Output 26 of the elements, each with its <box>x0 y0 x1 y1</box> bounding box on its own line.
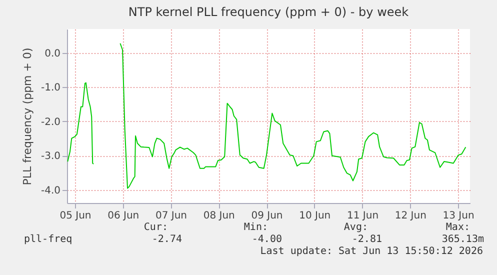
text: -4.00 <box>252 234 282 246</box>
y-tick-label: 0.0 <box>44 48 60 60</box>
x-tick-label: 09 Jun <box>251 210 283 222</box>
text: -2.74 <box>152 234 182 246</box>
y-axis-title: PLL frequency (ppm + 0) <box>20 48 34 186</box>
x-tick-label: 10 Jun <box>299 210 331 222</box>
y-tick-label: -2.0 <box>40 116 60 128</box>
text: pll-freq <box>24 234 72 245</box>
y-tick-label: -1.0 <box>40 82 60 94</box>
text: Avg: <box>344 222 368 234</box>
y-tick-label: -3.0 <box>40 151 60 162</box>
text: 365.13m <box>442 234 484 246</box>
text: Cur: <box>144 222 168 234</box>
text: Min: <box>244 222 268 234</box>
x-tick-label: 06 Jun <box>108 210 140 222</box>
chart-title: NTP kernel PLL frequency (ppm + 0) - by week <box>128 5 409 19</box>
x-tick-label: 07 Jun <box>155 210 188 222</box>
text: Max: <box>446 222 470 234</box>
x-tick-label: 11 Jun <box>347 210 379 222</box>
x-tick-label: 08 Jun <box>203 210 235 222</box>
text: Last update: Sat Jun 13 15:50:12 2026 <box>260 246 483 258</box>
x-tick-label: 12 Jun <box>394 210 426 222</box>
x-tick-label: 05 Jun <box>60 210 92 222</box>
text: -2.81 <box>352 234 382 246</box>
x-tick-label: 13 Jun <box>442 210 474 222</box>
y-tick-label: -4.0 <box>40 185 60 196</box>
